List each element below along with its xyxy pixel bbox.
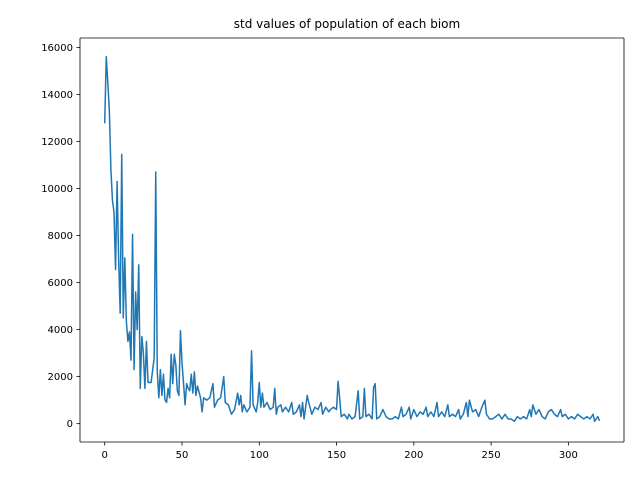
x-tick-label: 150 <box>327 450 346 461</box>
y-tick-label: 10000 <box>41 184 73 195</box>
plot-area: 0 50 100 150 200 250 300 0 2000 4000 6000 8000 10000… <box>41 37 625 461</box>
y-tick-label: 12000 <box>41 137 73 148</box>
chart-title: std values of population of each biom <box>234 17 460 31</box>
x-tick-label: 50 <box>176 450 189 461</box>
x-tick-label: 100 <box>250 450 269 461</box>
x-tick-label: 0 <box>102 450 108 461</box>
x-tick-label: 250 <box>482 450 501 461</box>
y-tick-label: 8000 <box>48 231 73 242</box>
series-line-0 <box>103 56 601 423</box>
y-tick-label: 2000 <box>48 372 73 383</box>
x-tick-label: 300 <box>559 450 578 461</box>
x-tick-label: 200 <box>404 450 423 461</box>
y-tick-label: 16000 <box>41 43 73 54</box>
y-tick-label: 14000 <box>41 90 73 101</box>
y-tick-label: 4000 <box>48 325 73 336</box>
y-tick-label: 6000 <box>48 278 73 289</box>
y-tick-label: 0 <box>67 419 73 430</box>
